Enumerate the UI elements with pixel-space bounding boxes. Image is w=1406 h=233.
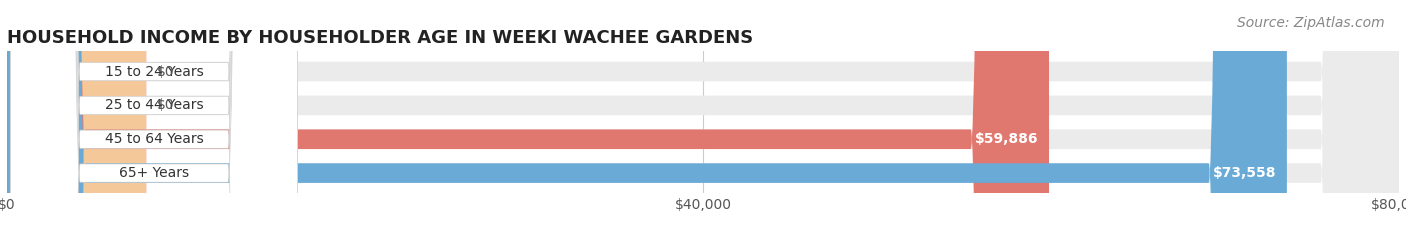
Text: 15 to 24 Years: 15 to 24 Years [104,65,204,79]
FancyBboxPatch shape [7,0,1399,233]
Text: $59,886: $59,886 [976,132,1039,146]
Text: HOUSEHOLD INCOME BY HOUSEHOLDER AGE IN WEEKI WACHEE GARDENS: HOUSEHOLD INCOME BY HOUSEHOLDER AGE IN W… [7,29,754,47]
FancyBboxPatch shape [7,0,146,233]
FancyBboxPatch shape [7,0,1399,233]
FancyBboxPatch shape [7,0,1049,233]
FancyBboxPatch shape [10,0,298,233]
FancyBboxPatch shape [7,0,1399,233]
FancyBboxPatch shape [7,0,1286,233]
Text: $0: $0 [156,98,174,112]
Text: $0: $0 [156,65,174,79]
FancyBboxPatch shape [10,0,298,233]
FancyBboxPatch shape [7,0,1399,233]
FancyBboxPatch shape [7,0,146,233]
Text: 45 to 64 Years: 45 to 64 Years [104,132,204,146]
Text: 65+ Years: 65+ Years [120,166,190,180]
FancyBboxPatch shape [10,0,298,233]
FancyBboxPatch shape [10,0,298,233]
Text: $73,558: $73,558 [1213,166,1277,180]
Text: Source: ZipAtlas.com: Source: ZipAtlas.com [1237,16,1385,30]
Text: 25 to 44 Years: 25 to 44 Years [104,98,204,112]
